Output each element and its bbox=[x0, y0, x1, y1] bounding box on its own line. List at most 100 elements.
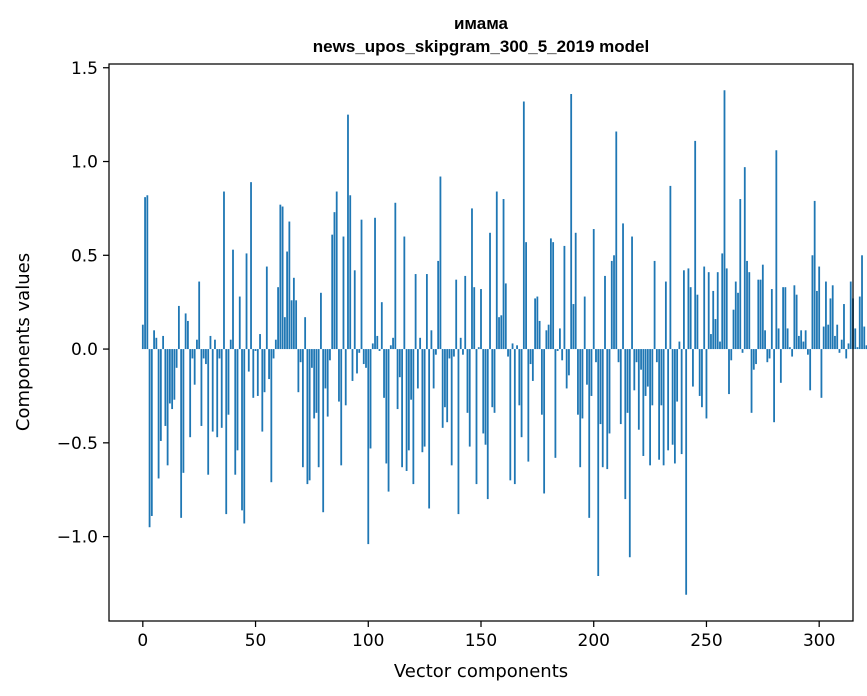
bar bbox=[827, 324, 830, 350]
bar bbox=[563, 245, 566, 350]
bar bbox=[779, 349, 782, 383]
bar bbox=[658, 349, 661, 460]
bar bbox=[462, 349, 464, 355]
bar bbox=[374, 217, 376, 350]
bar bbox=[825, 281, 827, 350]
bar bbox=[592, 229, 595, 350]
bar bbox=[311, 349, 313, 368]
bar bbox=[141, 324, 144, 350]
bar bbox=[784, 287, 787, 350]
bar bbox=[655, 349, 658, 363]
bar bbox=[150, 349, 153, 516]
bar bbox=[223, 191, 225, 350]
bar bbox=[577, 349, 579, 415]
bar bbox=[719, 341, 721, 350]
bar bbox=[743, 167, 746, 350]
bar bbox=[277, 287, 279, 350]
bar bbox=[148, 349, 151, 528]
bar bbox=[752, 349, 755, 370]
x-tick-label: 200 bbox=[578, 631, 610, 651]
bar bbox=[768, 349, 771, 359]
bar bbox=[644, 349, 647, 396]
bar bbox=[283, 317, 286, 350]
bar bbox=[581, 349, 584, 419]
bar bbox=[653, 260, 656, 350]
bar bbox=[757, 279, 760, 350]
bar bbox=[365, 349, 367, 368]
bar bbox=[241, 349, 243, 511]
bar bbox=[764, 330, 766, 350]
bar bbox=[344, 349, 347, 406]
bar bbox=[687, 268, 690, 350]
bar bbox=[356, 349, 358, 374]
bar bbox=[606, 349, 609, 470]
bar bbox=[651, 349, 654, 406]
bar bbox=[263, 349, 266, 393]
bar bbox=[685, 349, 688, 595]
bar bbox=[561, 349, 564, 361]
bar bbox=[502, 199, 505, 350]
bar bbox=[198, 281, 201, 350]
bar bbox=[207, 349, 210, 475]
bar bbox=[378, 349, 381, 351]
bar bbox=[301, 349, 304, 468]
bar bbox=[164, 349, 167, 426]
bar bbox=[331, 234, 334, 350]
bar bbox=[712, 290, 715, 350]
bar bbox=[640, 349, 642, 370]
bar bbox=[441, 349, 444, 428]
bar bbox=[703, 266, 706, 350]
bar bbox=[274, 339, 277, 350]
bar bbox=[597, 349, 600, 576]
bar bbox=[804, 330, 807, 350]
bar bbox=[326, 349, 329, 417]
bar bbox=[574, 232, 577, 350]
bar bbox=[782, 287, 785, 350]
bar bbox=[376, 335, 379, 350]
bar bbox=[608, 349, 611, 434]
bar bbox=[633, 349, 636, 391]
bar bbox=[766, 349, 769, 363]
bar bbox=[698, 349, 701, 396]
bar bbox=[464, 275, 467, 350]
bar bbox=[362, 349, 365, 365]
bar bbox=[225, 349, 228, 515]
bar bbox=[721, 253, 724, 350]
bar bbox=[385, 349, 388, 464]
bar bbox=[820, 349, 823, 398]
bar bbox=[692, 349, 694, 387]
bar bbox=[615, 131, 618, 350]
bar bbox=[660, 349, 663, 406]
bar bbox=[725, 268, 728, 350]
bar bbox=[205, 349, 207, 365]
bar bbox=[254, 349, 257, 351]
bar bbox=[171, 349, 174, 410]
bar bbox=[570, 94, 573, 350]
bar bbox=[854, 328, 857, 350]
bar bbox=[304, 317, 307, 350]
bar bbox=[543, 349, 546, 494]
bar bbox=[590, 349, 593, 396]
bar bbox=[182, 349, 185, 473]
y-tick-label: −1.0 bbox=[57, 528, 98, 548]
bar bbox=[437, 260, 440, 350]
bar bbox=[435, 349, 437, 355]
bar bbox=[329, 349, 331, 361]
bar bbox=[556, 349, 559, 351]
y-axis-label: Components values bbox=[13, 253, 34, 431]
bar bbox=[211, 349, 214, 432]
x-tick-label: 0 bbox=[137, 631, 148, 651]
bar bbox=[146, 195, 149, 350]
bar bbox=[369, 349, 372, 449]
bar bbox=[209, 335, 212, 350]
bar bbox=[746, 260, 748, 350]
bar bbox=[238, 296, 241, 350]
bar bbox=[189, 349, 192, 438]
bar bbox=[333, 212, 336, 350]
bar bbox=[297, 349, 300, 393]
bar bbox=[432, 349, 435, 389]
bar bbox=[250, 182, 252, 350]
bar bbox=[468, 349, 471, 447]
bar bbox=[412, 349, 415, 485]
bar bbox=[525, 242, 527, 350]
